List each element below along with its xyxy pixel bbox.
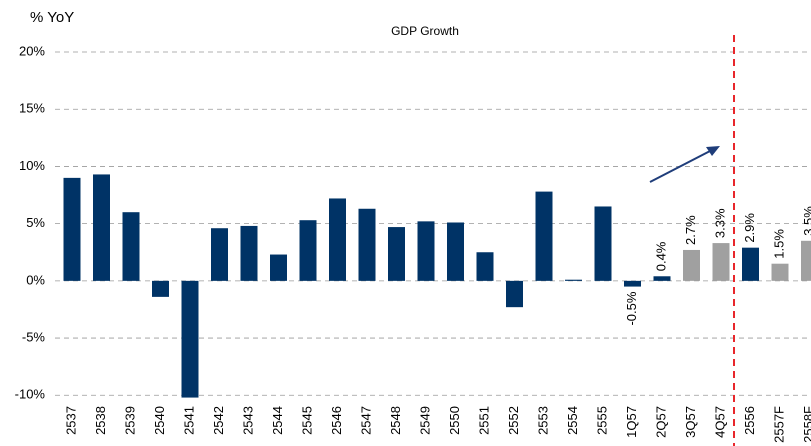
x-tick-label: 2542 [211, 406, 226, 435]
x-tick-label: 2540 [152, 406, 167, 435]
trend-arrow [649, 149, 713, 183]
x-tick-label: 2544 [270, 406, 285, 435]
x-tick-label: 2538 [93, 406, 108, 435]
y-tick-label: 5% [26, 215, 45, 230]
bar [447, 222, 464, 281]
chart-title: GDP Growth [391, 24, 459, 38]
bar [299, 220, 317, 281]
bar [358, 208, 376, 281]
bar [506, 280, 523, 308]
bar [63, 177, 81, 281]
x-tick-label: 2558F [801, 406, 811, 443]
y-tick-label: -5% [22, 330, 46, 345]
bar [329, 198, 346, 281]
x-tick-label: 2547 [358, 406, 373, 435]
bar [152, 280, 169, 297]
data-label: 2.9% [742, 213, 757, 243]
data-label: 3.3% [712, 208, 727, 238]
y-tick-label: 20% [19, 43, 45, 58]
bar [240, 225, 258, 281]
x-tick-label: 2537 [63, 406, 78, 435]
x-tick-label: 2556 [742, 406, 757, 435]
bar [93, 174, 110, 281]
data-label: 0.4% [653, 241, 668, 271]
x-tick-label: 2543 [240, 406, 255, 435]
bar [771, 263, 789, 281]
x-tick-label: 4Q57 [712, 406, 727, 438]
bar [181, 280, 199, 398]
x-tick-label: 2546 [329, 406, 344, 435]
x-tick-label: 2551 [476, 406, 491, 435]
data-label: -0.5% [624, 291, 639, 325]
x-tick-label: 2552 [506, 406, 521, 435]
x-tick-label: 1Q57 [624, 406, 639, 438]
bar [712, 243, 730, 281]
bar [594, 206, 612, 281]
y-axis-label: % YoY [30, 9, 74, 26]
bar [565, 279, 582, 281]
x-tick-label: 2541 [181, 406, 196, 435]
y-tick-label: 0% [26, 272, 45, 287]
bar [270, 254, 287, 281]
x-tick-label: 2554 [565, 406, 580, 435]
x-tick-label: 3Q57 [683, 406, 698, 438]
x-tick-label: 2548 [388, 406, 403, 435]
x-tick-label: 2557F [771, 406, 786, 443]
y-tick-label: -10% [15, 387, 46, 402]
bar [653, 276, 671, 281]
data-label: 1.5% [771, 229, 786, 259]
y-tick-label: 10% [19, 158, 45, 173]
bar [683, 249, 700, 281]
x-tick-label: 2555 [594, 406, 609, 435]
bar [624, 280, 641, 287]
x-tick-label: 2549 [417, 406, 432, 435]
bar [122, 212, 140, 281]
data-label: 2.7% [683, 215, 698, 245]
trend-arrow-head [706, 146, 720, 156]
bar [211, 228, 228, 281]
y-tick-label: 15% [19, 101, 45, 116]
bar [742, 247, 759, 281]
bar [801, 240, 811, 281]
bar [535, 191, 553, 281]
x-tick-label: 2539 [122, 406, 137, 435]
data-label: 3.5% [801, 206, 811, 236]
bar [388, 227, 405, 281]
bar [417, 221, 435, 281]
bar [476, 252, 494, 281]
x-tick-label: 2545 [299, 406, 314, 435]
x-tick-label: 2Q57 [653, 406, 668, 438]
x-tick-label: 2553 [535, 406, 550, 435]
x-tick-label: 2550 [447, 406, 462, 435]
